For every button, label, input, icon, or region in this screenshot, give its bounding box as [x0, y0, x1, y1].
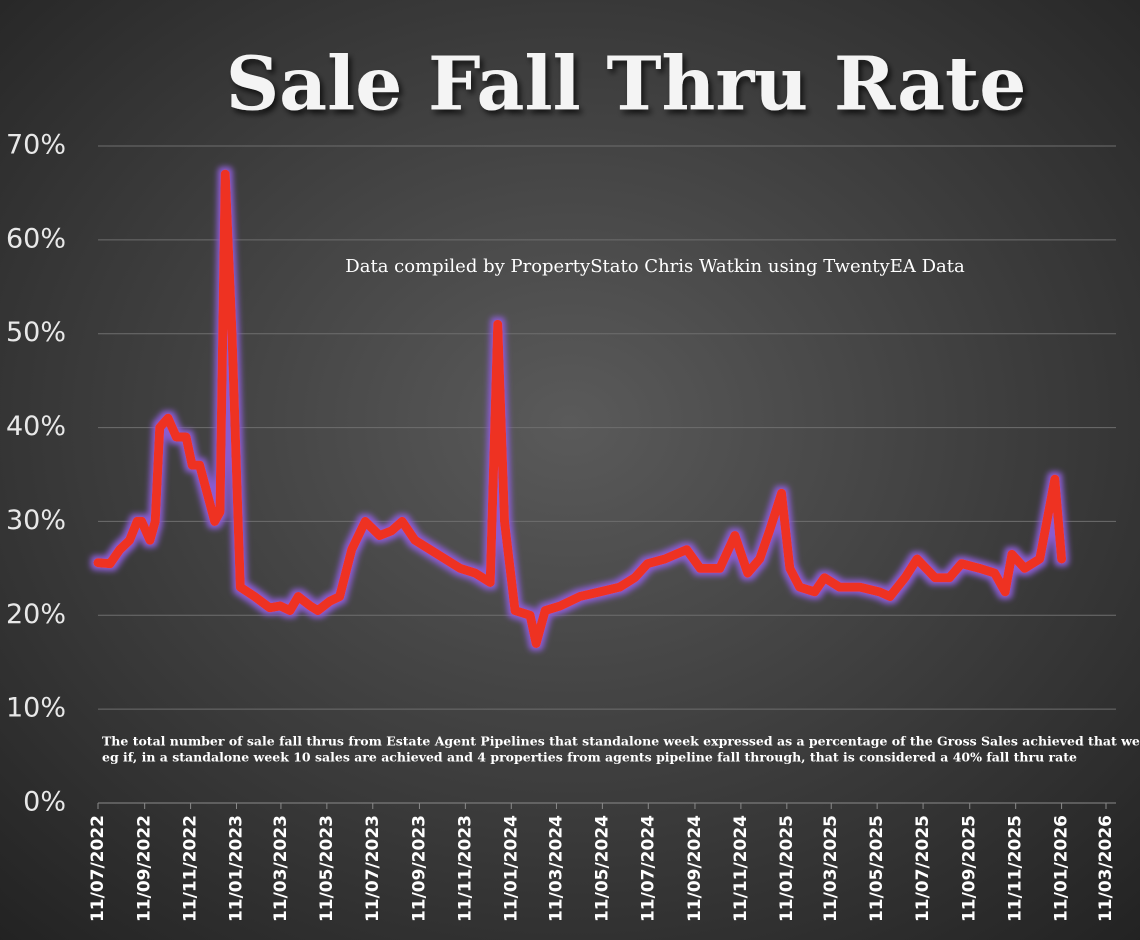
- y-tick-label: 60%: [6, 223, 66, 254]
- x-tick-label: 11/09/2025: [960, 815, 980, 922]
- x-tick-label: 11/01/2023: [227, 815, 247, 922]
- x-tick-label: 11/03/2025: [821, 815, 841, 922]
- x-tick-label: 11/11/2024: [731, 815, 751, 922]
- x-tick-label: 11/05/2023: [317, 815, 337, 922]
- note: The total number of sale fall thrus from…: [102, 734, 1140, 749]
- x-tick-label: 11/11/2025: [1006, 815, 1026, 922]
- x-tick-label: 11/11/2023: [455, 815, 475, 922]
- x-tick-label: 11/07/2022: [88, 815, 108, 922]
- y-tick-label: 10%: [6, 693, 66, 724]
- subtitle: Data compiled by PropertyStato Chris Wat…: [345, 256, 965, 277]
- x-tick-label: 11/03/2024: [546, 815, 566, 922]
- y-tick-label: 30%: [6, 505, 66, 536]
- x-tick-label: 11/01/2025: [777, 815, 797, 922]
- x-tick-label: 11/05/2025: [867, 815, 887, 922]
- x-tick-label: 11/05/2024: [592, 815, 612, 922]
- x-tick-label: 11/07/2024: [638, 815, 658, 922]
- y-tick-label: 0%: [23, 787, 66, 818]
- x-tick-label: 11/03/2026: [1096, 815, 1116, 922]
- y-tick-label: 70%: [6, 130, 66, 161]
- x-tick-label: 11/01/2026: [1052, 815, 1072, 922]
- x-tick-label: 11/09/2023: [409, 815, 429, 922]
- y-tick-label: 50%: [6, 317, 66, 348]
- x-tick-label: 11/09/2024: [685, 815, 705, 922]
- y-tick-label: 20%: [6, 599, 66, 630]
- x-tick-label: 11/07/2023: [363, 815, 383, 922]
- x-tick-label: 11/07/2025: [913, 815, 933, 922]
- note: eg if, in a standalone week 10 sales are…: [102, 750, 1077, 765]
- chart-title: Sale Fall Thru Rate: [226, 42, 1027, 128]
- x-tick-label: 11/11/2022: [181, 815, 201, 922]
- x-tick-label: 11/03/2023: [271, 815, 291, 922]
- y-tick-label: 40%: [6, 411, 66, 442]
- x-tick-label: 11/09/2022: [135, 815, 155, 922]
- data-line: [93, 169, 1067, 648]
- x-tick-label: 11/01/2024: [501, 815, 521, 922]
